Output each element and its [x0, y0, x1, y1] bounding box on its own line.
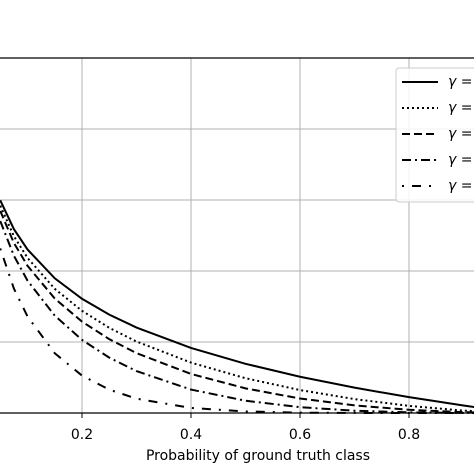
x-tick-label: 0.2	[71, 427, 93, 443]
legend-label: γ = 1	[448, 126, 474, 142]
legend-label: γ = 5	[448, 178, 474, 194]
legend-label: γ = 0.5	[448, 100, 474, 116]
x-tick-label: 0.6	[289, 427, 311, 443]
series-line	[0, 199, 474, 408]
x-tick-label: 0.8	[398, 427, 420, 443]
series-line	[0, 248, 474, 414]
legend-label: γ = 2	[448, 152, 474, 168]
x-tick-label: 0.4	[180, 427, 202, 443]
series-line	[0, 220, 474, 414]
x-axis-label: Probability of ground truth class	[146, 448, 370, 464]
legend-label: γ = 0	[448, 74, 474, 90]
legend-box	[395, 67, 474, 203]
series-line	[0, 205, 474, 413]
series-line	[0, 210, 474, 414]
